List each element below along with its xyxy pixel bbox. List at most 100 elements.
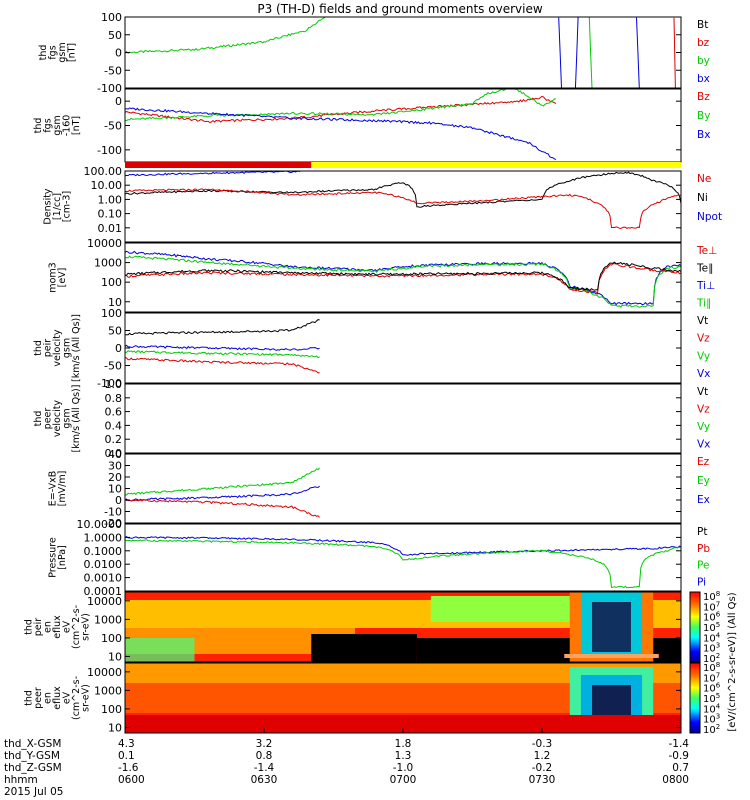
ytick-label-3: 10	[108, 721, 122, 734]
colorbar-tick-label: 106	[703, 611, 721, 624]
panel-frame-fgs-full	[124, 16, 682, 89]
ytick-label-0: 40	[108, 448, 122, 461]
ytick-label-2: 100	[101, 276, 122, 289]
xtick-hhmm: 0730	[529, 774, 556, 786]
ylabel-line: thd	[24, 690, 35, 706]
band-base	[564, 654, 659, 658]
ytick-label-0: 100	[101, 307, 122, 320]
ylabel-line: [1/cc]	[52, 193, 63, 220]
xaxis-row-label-0: thd_X-GSM	[4, 738, 61, 750]
series-line-By	[125, 89, 556, 122]
legend-entry-0: Bt	[697, 19, 708, 31]
legend-entry-0: Bz	[697, 91, 710, 103]
xtick-x-gsm: 4.3	[118, 738, 135, 750]
colorbar-strip-0	[689, 591, 701, 663]
colorbar-tick-label: 103	[703, 713, 720, 726]
legend-entry-3: Vx	[697, 368, 710, 380]
ylabel-line: sr-eV)	[81, 684, 92, 712]
ytick-label-0: 100	[101, 11, 122, 24]
band-low	[125, 638, 195, 662]
legend-entry-1: Te∥	[696, 262, 713, 274]
xaxis-row-label-3: hhmm	[4, 774, 38, 786]
ytick-label-2: 20	[108, 471, 122, 484]
series-line-Vy	[125, 350, 320, 359]
legend-entry-0: Pt	[697, 526, 707, 538]
xaxis-row-label-4: 2015 Jul 05	[4, 786, 63, 798]
legend-entry-3: Ti∥	[696, 297, 711, 309]
xtick-hhmm: 0700	[390, 774, 417, 786]
ylabel-line: eflux	[52, 615, 63, 639]
ytick-label-1: 1000	[94, 613, 122, 626]
ylabel-line: E=-VxB	[47, 471, 58, 506]
xtick-y-gsm: 1.3	[395, 750, 412, 762]
ylabel-line: en	[43, 692, 54, 704]
ylabel-line: [mV/m]	[57, 471, 68, 507]
series-line-Ti-perp	[125, 250, 681, 306]
colorbar-tick-label: 107	[703, 671, 720, 684]
ytick-label-4: 0.0010	[84, 572, 123, 585]
colorbar-tick-label: 108	[703, 590, 720, 603]
colorbar-tick-label: 105	[703, 692, 720, 705]
ytick-label-3: -50	[104, 64, 122, 77]
ytick-label-2: 1.00	[98, 193, 123, 206]
ytick-label-2: 100	[101, 703, 122, 716]
ytick-label-2: 0	[115, 47, 122, 60]
colorbar-strip-1	[689, 662, 701, 734]
data-gap-3	[653, 638, 681, 662]
ylabel-line: velocity	[52, 329, 63, 367]
band-dark	[592, 602, 631, 652]
series-line-Npot	[125, 171, 301, 177]
ylabel-line: velocity	[52, 400, 63, 438]
panels-group: 100500-50-100thdfgsgsm[nT]Btbzbybx0-50-1…	[24, 11, 723, 734]
legend-entry-2: Pe	[697, 560, 709, 572]
legend-entry-2: Bx	[697, 129, 710, 141]
panel-frame-pressure	[124, 523, 682, 592]
ytick-label-0: 10000	[87, 666, 122, 679]
ytick-label-2: -100	[97, 144, 122, 157]
ytick-label-5: -10	[104, 506, 122, 519]
series-line-Ey	[125, 467, 320, 496]
series-line-Ex	[125, 485, 320, 502]
ylabel-line: Pressure	[47, 537, 58, 578]
ytick-label-1: -50	[104, 120, 122, 133]
xtick-z-gsm: 0.7	[672, 762, 689, 774]
ylabel-line: gsm	[62, 408, 73, 428]
ytick-label-3: 0.0100	[84, 558, 123, 571]
ytick-label-1: 50	[108, 325, 122, 338]
legend-entry-0: Te⊥	[696, 245, 717, 257]
series-line-bx3	[636, 17, 640, 88]
legend-entry-2: Ti⊥	[696, 280, 715, 292]
ytick-label-3: 0.4	[105, 419, 123, 432]
panel-frame-temp	[124, 242, 682, 313]
xtick-z-gsm: -1.4	[254, 762, 275, 774]
colorbar-tick-label: 108	[703, 661, 720, 674]
ylabel-line: thd	[24, 619, 35, 635]
ytick-label-4: -100	[97, 377, 122, 390]
ylabel-line: peer	[33, 687, 44, 709]
ylabel-line: [km/s (All Qs)]	[71, 385, 82, 453]
legend-entry-2: by	[697, 55, 710, 67]
colorbar-tick-label: 104	[703, 631, 721, 644]
legend-entry-1: Vz	[697, 333, 710, 345]
ytick-label-5: 0.0001	[84, 585, 123, 598]
colorbar-tick-label: 102	[703, 723, 720, 736]
mode-bar-segment-0	[125, 162, 312, 168]
legend-entry-1: Vz	[697, 403, 710, 415]
ytick-label-1: 1000	[94, 257, 122, 270]
ylabel-line: eflux	[52, 686, 63, 710]
ytick-label-1: 0.8	[105, 392, 123, 405]
series-line-Te-perp	[125, 263, 681, 294]
series-line-Pi	[125, 535, 681, 556]
legend-entry-1: bz	[697, 37, 710, 49]
ytick-label-0: 10.0000	[77, 518, 123, 531]
xtick-y-gsm: 0.8	[256, 750, 273, 762]
series-line-Te-par	[125, 261, 681, 291]
colorbar-tick-label: 105	[703, 621, 720, 634]
series-line-by2	[588, 17, 593, 88]
xtick-z-gsm: -0.2	[532, 762, 553, 774]
ytick-label-5: 0.0	[105, 447, 123, 460]
ytick-label-2: 0.6	[105, 406, 123, 419]
xtick-hhmm: 0630	[251, 774, 278, 786]
series-line-Pe	[125, 539, 681, 589]
ytick-label-1: 30	[108, 460, 122, 473]
